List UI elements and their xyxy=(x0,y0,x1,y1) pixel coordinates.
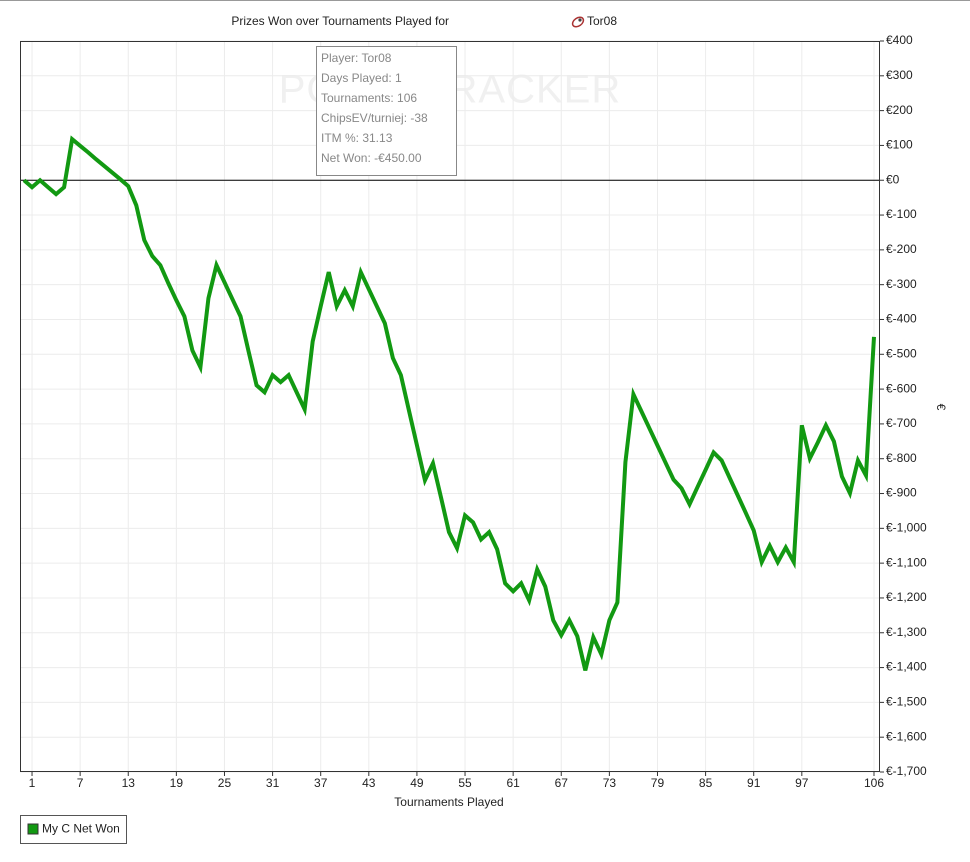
tooltip-line: Net Won: -€450.00 xyxy=(321,151,422,165)
legend-swatch xyxy=(27,823,39,835)
y-tick-label: €-400 xyxy=(886,312,917,326)
x-tick-label: 7 xyxy=(77,776,84,790)
y-tick-label: €-1,400 xyxy=(886,660,927,674)
y-tick-label: €-700 xyxy=(886,416,917,430)
tooltip-box xyxy=(316,46,457,176)
y-tick-label: €-1,000 xyxy=(886,521,927,535)
x-tick-label: 85 xyxy=(699,776,713,790)
y-tick-label: €-1,100 xyxy=(886,555,927,569)
chart-title: Prizes Won over Tournaments Played for xyxy=(231,14,449,28)
x-tick-label: 61 xyxy=(506,776,520,790)
x-tick-label: 25 xyxy=(218,776,232,790)
y-tick-label: €-200 xyxy=(886,242,917,256)
y-tick-label: €0 xyxy=(886,172,900,186)
x-tick-label: 49 xyxy=(410,776,424,790)
y-tick-label: €200 xyxy=(886,103,913,117)
y-tick-label: €-1,600 xyxy=(886,729,927,743)
x-tick-label: 55 xyxy=(458,776,472,790)
y-tick-label: €100 xyxy=(886,138,913,152)
legend: My C Net Won xyxy=(20,815,127,844)
y-tick-label: €-1,300 xyxy=(886,625,927,639)
x-tick-label: 97 xyxy=(795,776,809,790)
y-tick-label: €-900 xyxy=(886,486,917,500)
legend-label: My C Net Won xyxy=(42,822,120,836)
y-tick-label: €-800 xyxy=(886,451,917,465)
x-tick-label: 67 xyxy=(555,776,569,790)
x-tick-label: 31 xyxy=(266,776,280,790)
player-icon xyxy=(571,16,585,28)
plot-border xyxy=(20,41,880,772)
y-tick-label: €400 xyxy=(886,33,913,47)
tooltip-line: Tournaments: 106 xyxy=(321,91,417,105)
x-tick-label: 91 xyxy=(747,776,761,790)
y-tick-label: €-100 xyxy=(886,207,917,221)
tooltip-line: Player: Tor08 xyxy=(321,51,392,65)
y-tick-label: €-1,200 xyxy=(886,590,927,604)
y-tick-label: €-600 xyxy=(886,381,917,395)
x-tick-label: 106 xyxy=(864,776,884,790)
chart-title-player: Tor08 xyxy=(587,14,617,28)
y-tick-label: €-1,500 xyxy=(886,695,927,709)
x-tick-label: 19 xyxy=(170,776,184,790)
tooltip-line: Days Played: 1 xyxy=(321,71,402,85)
x-tick-label: 13 xyxy=(122,776,136,790)
x-tick-label: 43 xyxy=(362,776,376,790)
x-axis-label: Tournaments Played xyxy=(394,795,503,809)
x-tick-label: 73 xyxy=(603,776,617,790)
x-tick-label: 1 xyxy=(29,776,36,790)
y-axis-label: € xyxy=(934,404,948,411)
x-tick-label: 37 xyxy=(314,776,328,790)
y-tick-label: €300 xyxy=(886,68,913,82)
data-line xyxy=(22,135,876,671)
y-tick-label: €-500 xyxy=(886,346,917,360)
tooltip-line: ITM %: 31.13 xyxy=(321,131,393,145)
x-tick-label: 79 xyxy=(651,776,665,790)
y-tick-label: €-1,700 xyxy=(886,764,927,778)
y-tick-label: €-300 xyxy=(886,277,917,291)
tooltip-line: ChipsEV/turniej: -38 xyxy=(321,111,428,125)
